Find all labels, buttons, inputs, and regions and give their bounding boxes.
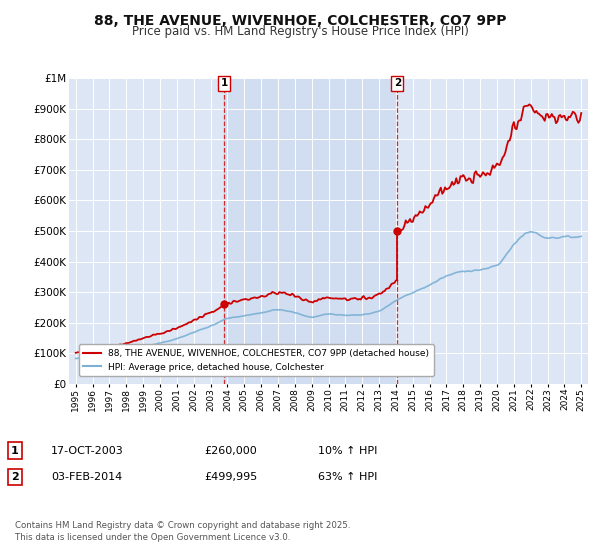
Legend: 88, THE AVENUE, WIVENHOE, COLCHESTER, CO7 9PP (detached house), HPI: Average pri: 88, THE AVENUE, WIVENHOE, COLCHESTER, CO… xyxy=(79,344,434,376)
Text: 63% ↑ HPI: 63% ↑ HPI xyxy=(318,472,377,482)
Text: 2: 2 xyxy=(394,78,401,88)
Text: 1: 1 xyxy=(11,446,19,456)
Text: 1: 1 xyxy=(220,78,227,88)
Text: 03-FEB-2014: 03-FEB-2014 xyxy=(51,472,122,482)
Text: 2: 2 xyxy=(11,472,19,482)
Text: £260,000: £260,000 xyxy=(204,446,257,456)
Text: Price paid vs. HM Land Registry's House Price Index (HPI): Price paid vs. HM Land Registry's House … xyxy=(131,25,469,38)
Text: £499,995: £499,995 xyxy=(204,472,257,482)
Text: 88, THE AVENUE, WIVENHOE, COLCHESTER, CO7 9PP: 88, THE AVENUE, WIVENHOE, COLCHESTER, CO… xyxy=(94,14,506,28)
Text: 17-OCT-2003: 17-OCT-2003 xyxy=(51,446,124,456)
Text: 10% ↑ HPI: 10% ↑ HPI xyxy=(318,446,377,456)
Text: Contains HM Land Registry data © Crown copyright and database right 2025.
This d: Contains HM Land Registry data © Crown c… xyxy=(15,521,350,542)
Bar xyxy=(224,78,397,384)
